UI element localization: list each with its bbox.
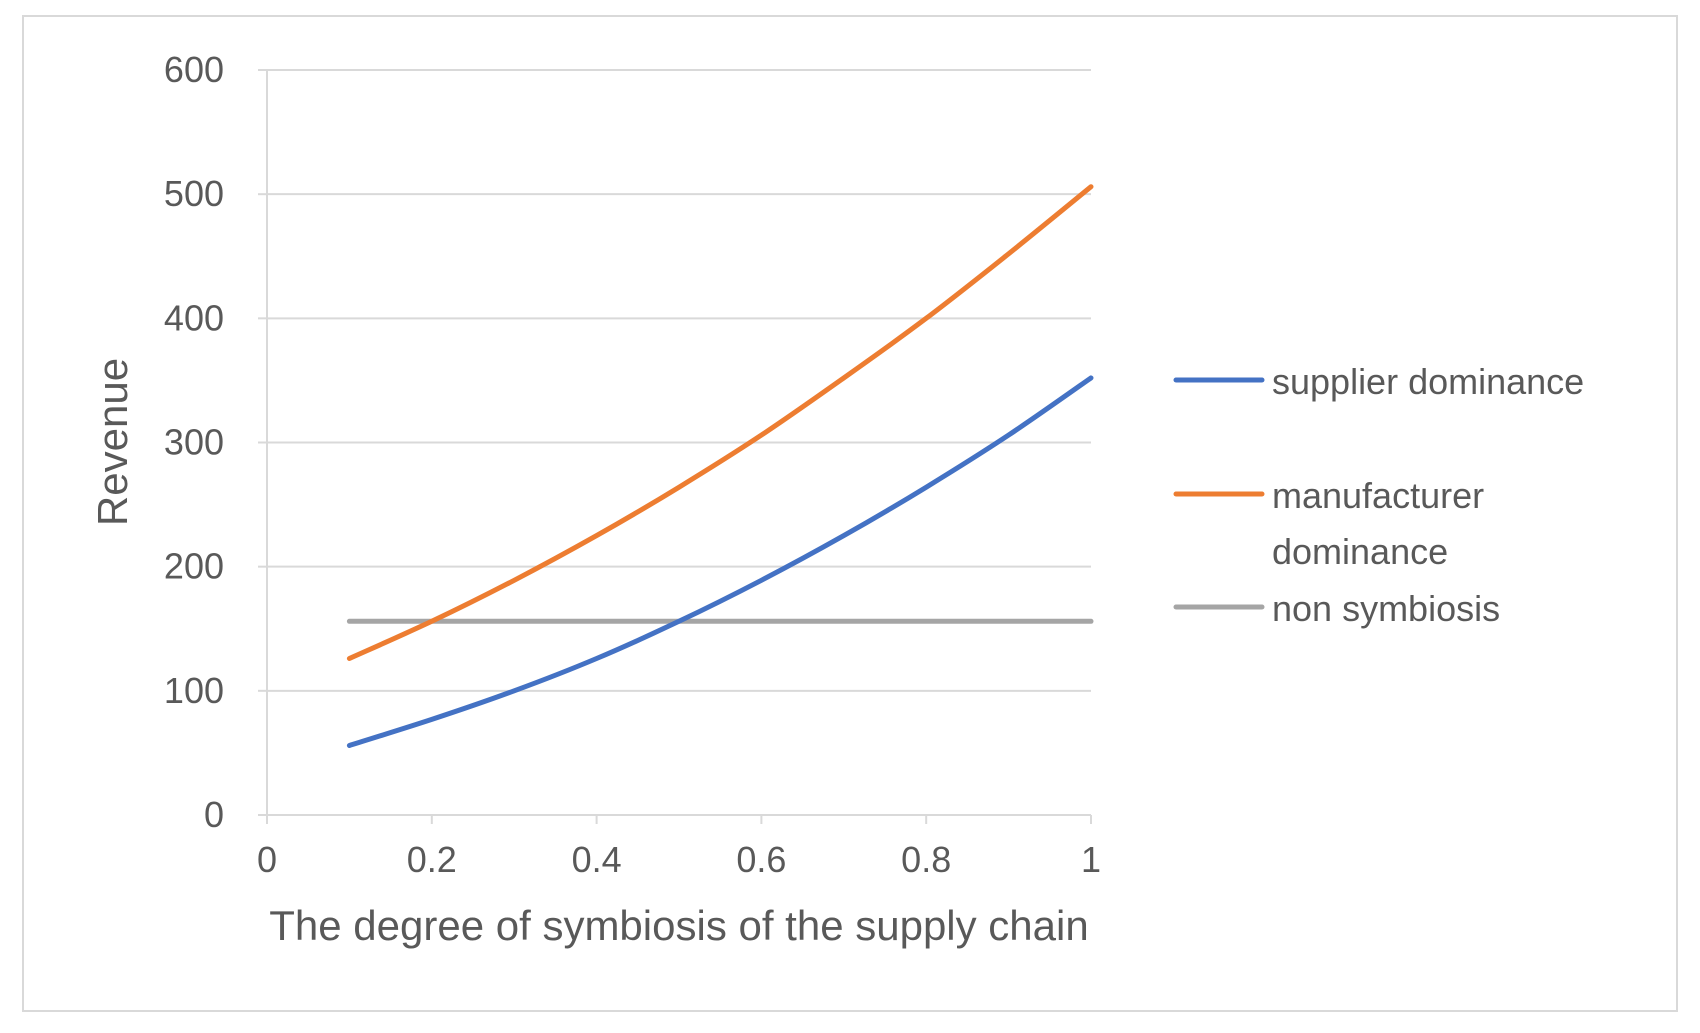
series-line-supplier-dominance (346, 375, 1094, 748)
x-tick-label: 0.8 (901, 839, 951, 880)
y-tick-labels: 0 100 200 300 400 500 600 (164, 49, 224, 835)
x-tick-label: 1 (1081, 839, 1101, 880)
y-tick-label: 600 (164, 49, 224, 90)
x-tick-label: 0.6 (736, 839, 786, 880)
x-tick-label: 0 (257, 839, 277, 880)
grid-lines (267, 69, 1091, 692)
y-axis-title: Revenue (89, 358, 136, 526)
series-line-manufacturer-dominance (346, 184, 1094, 661)
y-tick-label: 500 (164, 173, 224, 214)
axes (258, 69, 1092, 824)
y-tick-label: 0 (204, 794, 224, 835)
x-axis-title: The degree of symbiosis of the supply ch… (269, 902, 1088, 949)
x-tick-label: 0.2 (407, 839, 457, 880)
y-tick-label: 200 (164, 546, 224, 587)
legend-item-non-symbiosis: non symbiosis (1173, 588, 1500, 629)
y-tick-label: 300 (164, 422, 224, 463)
legend-label: dominance (1272, 531, 1448, 572)
legend-label: manufacturer (1272, 475, 1484, 516)
legend-label: supplier dominance (1272, 361, 1584, 402)
series-lines (346, 184, 1094, 748)
x-tick-label: 0.4 (572, 839, 622, 880)
x-tick-labels: 0 0.2 0.4 0.6 0.8 1 (257, 839, 1101, 880)
legend-item-manufacturer-dominance: manufacturer dominance (1173, 475, 1484, 572)
chart-frame (22, 15, 1678, 1012)
legend: supplier dominance manufacturer dominance n… (1173, 361, 1584, 629)
y-tick-label: 100 (164, 670, 224, 711)
y-tick-label: 400 (164, 297, 224, 338)
legend-item-supplier-dominance: supplier dominance (1173, 361, 1584, 402)
legend-label: non symbiosis (1272, 588, 1500, 629)
